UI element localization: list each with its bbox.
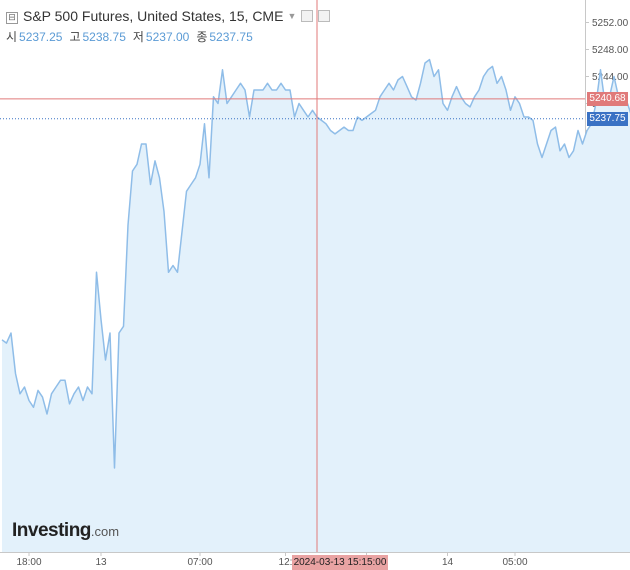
y-tick-label: 5248.00 — [592, 45, 629, 56]
open-value: 5237.25 — [19, 30, 63, 44]
last-price-label: 5237.75 — [587, 111, 628, 126]
y-tick-label: 5244.00 — [592, 72, 629, 83]
low-value: 5237.00 — [145, 30, 190, 44]
chart-title[interactable]: S&P 500 Futures, United States, 15, CME — [23, 8, 284, 24]
open-key: 시 — [6, 30, 18, 44]
crosshair-time-label: 2024-03-13 15:15:00 — [292, 555, 388, 570]
collapse-icon[interactable]: ⊟ — [6, 12, 18, 24]
high-key: 고 — [69, 30, 81, 44]
crosshair-price-label: 5240.68 — [587, 91, 628, 106]
close-value: 5237.75 — [209, 30, 253, 44]
high-value: 5238.75 — [82, 30, 126, 44]
x-tick-label: 14 — [442, 557, 454, 568]
chevron-down-icon[interactable]: ▼ — [287, 11, 297, 21]
logo-main: Investing — [12, 520, 91, 541]
ohlc-readout: 시 5237.25 고 5238.75 저 5237.00 종 5237.75 — [6, 28, 260, 45]
logo-suffix: .com — [90, 524, 120, 539]
x-tick-label: 12: — [279, 557, 293, 568]
x-tick-label: 18:00 — [16, 557, 41, 568]
close-icon[interactable] — [318, 10, 331, 22]
price-area — [2, 59, 630, 552]
y-tick-label: 5252.00 — [592, 18, 629, 29]
low-key: 저 — [132, 30, 144, 44]
investing-logo: Investing.com — [12, 520, 119, 542]
chart-header: ⊟ S&P 500 Futures, United States, 15, CME… — [6, 8, 331, 24]
settings-icon[interactable] — [301, 10, 314, 22]
close-key: 종 — [196, 30, 208, 44]
x-tick-label: 13 — [95, 557, 107, 568]
x-tick-label: 05:00 — [502, 557, 527, 568]
x-tick-label: 07:00 — [187, 557, 212, 568]
price-line — [1, 58, 630, 469]
